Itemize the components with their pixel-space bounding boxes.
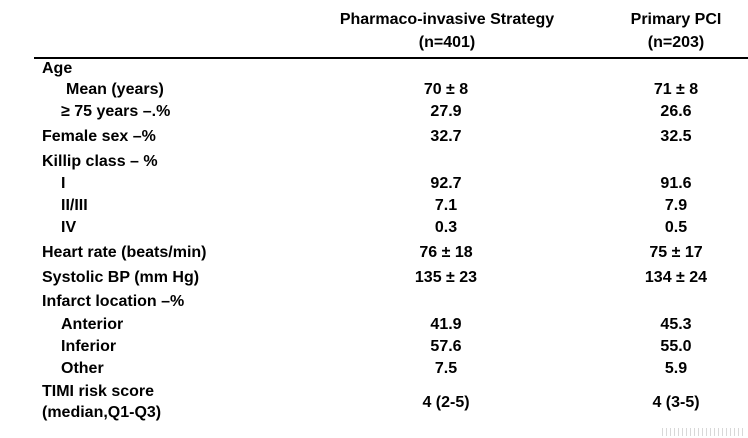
pharmaco-invasive-value: 76 ± 18 xyxy=(419,244,473,261)
row-label: Heart rate (beats/min) xyxy=(42,244,207,261)
primary-pci-value: 26.6 xyxy=(660,103,692,120)
row-label: Anterior xyxy=(61,316,124,333)
row-label: IV xyxy=(61,219,77,236)
primary-pci-value: 71 ± 8 xyxy=(653,81,699,98)
row-label: ≥ 75 years –.% xyxy=(61,103,171,120)
pharmaco-invasive-value: 27.9 xyxy=(430,103,462,120)
header-pharmaco-invasive-n: (n=401) xyxy=(418,34,476,51)
primary-pci-value: 55.0 xyxy=(660,338,692,355)
row-label: Inferior xyxy=(61,338,117,355)
row-label: Female sex –% xyxy=(42,128,156,145)
pharmaco-invasive-value: 70 ± 8 xyxy=(423,81,469,98)
primary-pci-value: 75 ± 17 xyxy=(649,244,703,261)
primary-pci-value: 4 (3-5) xyxy=(652,394,700,411)
row-label: Killip class – % xyxy=(42,153,158,170)
decorative-hatch xyxy=(662,428,746,436)
pharmaco-invasive-value: 7.5 xyxy=(434,360,458,377)
row-label: II/III xyxy=(61,197,88,214)
pharmaco-invasive-value: 4 (2-5) xyxy=(422,394,470,411)
row-label: Infarct location –% xyxy=(42,293,185,310)
primary-pci-value: 0.5 xyxy=(664,219,688,236)
primary-pci-value: 91.6 xyxy=(660,175,692,192)
header-primary-pci-title: Primary PCI xyxy=(630,11,722,28)
row-label: Systolic BP (mm Hg) xyxy=(42,269,200,286)
row-label: TIMI risk score (median,Q1-Q3) xyxy=(42,381,161,423)
pharmaco-invasive-value: 41.9 xyxy=(430,316,462,333)
pharmaco-invasive-value: 135 ± 23 xyxy=(414,269,478,286)
header-primary-pci: Primary PCI (n=203) xyxy=(606,8,746,54)
primary-pci-value: 32.5 xyxy=(660,128,692,145)
row-label: Other xyxy=(61,360,104,377)
pharmaco-invasive-value: 0.3 xyxy=(434,219,458,236)
header-pharmaco-invasive-title: Pharmaco-invasive Strategy xyxy=(339,11,555,28)
row-label: Mean (years) xyxy=(66,81,164,98)
primary-pci-value: 7.9 xyxy=(664,197,688,214)
pharmaco-invasive-value: 32.7 xyxy=(430,128,462,145)
row-label: Age xyxy=(42,60,73,77)
header-pharmaco-invasive: Pharmaco-invasive Strategy (n=401) xyxy=(316,8,578,54)
row-label: I xyxy=(61,175,66,192)
pharmaco-invasive-value: 92.7 xyxy=(430,175,462,192)
header-primary-pci-n: (n=203) xyxy=(647,34,705,51)
pharmaco-invasive-value: 57.6 xyxy=(430,338,462,355)
primary-pci-value: 134 ± 24 xyxy=(644,269,708,286)
primary-pci-value: 45.3 xyxy=(660,316,692,333)
row-label-line-2: (median,Q1-Q3) xyxy=(42,404,162,421)
pharmaco-invasive-value: 7.1 xyxy=(434,197,458,214)
header-divider xyxy=(34,57,748,59)
row-label-line-1: TIMI risk score xyxy=(42,383,155,400)
primary-pci-value: 5.9 xyxy=(664,360,688,377)
